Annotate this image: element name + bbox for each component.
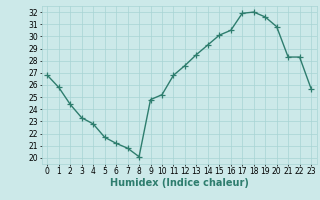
X-axis label: Humidex (Indice chaleur): Humidex (Indice chaleur)	[110, 178, 249, 188]
